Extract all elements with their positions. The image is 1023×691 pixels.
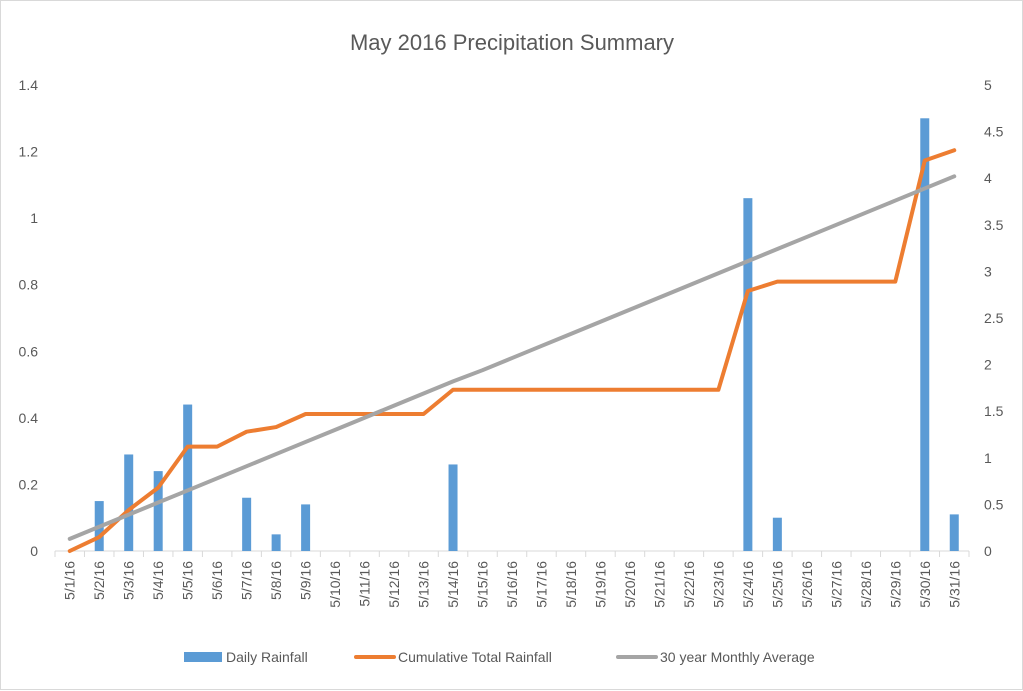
bar <box>271 534 281 551</box>
y-left-tick-label: 1.2 <box>19 144 39 160</box>
y-left-tick-label: 1.4 <box>19 77 39 93</box>
legend-label: Daily Rainfall <box>226 649 308 665</box>
bar <box>949 514 959 551</box>
y-right-tick-label: 2 <box>984 357 992 373</box>
line-series <box>67 148 957 553</box>
x-tick-label: 5/17/16 <box>533 561 549 608</box>
bar <box>183 404 193 551</box>
bar <box>301 504 311 551</box>
y-right-tick-label: 4.5 <box>984 124 1004 140</box>
bar <box>920 118 930 552</box>
x-tick-label: 5/21/16 <box>651 561 667 608</box>
legend: Daily Rainfall Cumulative Total Rainfall 3… <box>184 649 815 665</box>
axes: 5/1/16 5/2/16 5/3/16 5/4/16 5/5/16 5/6/16 5/7/… <box>19 77 1004 608</box>
y-left-tick-label: 0.4 <box>19 410 39 426</box>
y-right-tick-label: 0.5 <box>984 496 1004 512</box>
chart-title: May 2016 Precipitation Summary <box>350 30 674 55</box>
x-tick-label: 5/4/16 <box>150 561 166 600</box>
x-tick-label: 5/25/16 <box>769 561 785 608</box>
x-tick-label: 5/24/16 <box>740 561 756 608</box>
y-left-tick-label: 0 <box>30 543 38 559</box>
x-tick-label: 5/9/16 <box>298 561 314 600</box>
series-line <box>67 148 957 553</box>
y-right-tick-label: 1.5 <box>984 403 1004 419</box>
x-tick-label: 5/12/16 <box>386 561 402 608</box>
x-tick-label: 5/1/16 <box>62 561 78 600</box>
bar <box>743 198 753 551</box>
x-tick-label: 5/18/16 <box>563 561 579 608</box>
x-tick-label: 5/14/16 <box>445 561 461 608</box>
x-tick-label: 5/8/16 <box>268 561 284 600</box>
x-tick-label: 5/26/16 <box>799 561 815 608</box>
x-tick-label: 5/15/16 <box>475 561 491 608</box>
x-tick-label: 5/30/16 <box>917 561 933 608</box>
x-tick-label: 5/27/16 <box>828 561 844 608</box>
bar <box>242 497 252 551</box>
bar-series <box>94 118 959 552</box>
x-tick-label: 5/13/16 <box>416 561 432 608</box>
series-line <box>67 174 957 541</box>
y-left-tick-label: 0.8 <box>19 277 39 293</box>
y-right-tick-label: 5 <box>984 77 992 93</box>
x-tick-label: 5/7/16 <box>239 561 255 600</box>
bar <box>772 517 782 551</box>
x-tick-label: 5/6/16 <box>209 561 225 600</box>
legend-label: Cumulative Total Rainfall <box>398 649 552 665</box>
bar <box>124 454 134 551</box>
y-right-tick-label: 0 <box>984 543 992 559</box>
y-left-tick-label: 1 <box>30 210 38 226</box>
x-tick-label: 5/2/16 <box>91 561 107 600</box>
y-right-tick-label: 3.5 <box>984 217 1004 233</box>
y-right-tick-label: 4 <box>984 170 992 186</box>
legend-swatch <box>184 652 222 662</box>
y-right-tick-label: 1 <box>984 450 992 466</box>
x-tick-label: 5/10/16 <box>327 561 343 608</box>
x-tick-label: 5/3/16 <box>121 561 137 600</box>
x-tick-label: 5/31/16 <box>946 561 962 608</box>
x-tick-label: 5/5/16 <box>180 561 196 600</box>
y-left-tick-label: 0.2 <box>19 476 39 492</box>
x-tick-label: 5/22/16 <box>681 561 697 608</box>
y-right-tick-label: 3 <box>984 263 992 279</box>
x-tick-label: 5/23/16 <box>710 561 726 608</box>
y-left-tick-label: 0.6 <box>19 343 39 359</box>
y-right-tick-label: 2.5 <box>984 310 1004 326</box>
bar <box>448 464 458 551</box>
x-tick-label: 5/11/16 <box>357 561 373 607</box>
x-tick-label: 5/28/16 <box>858 561 874 608</box>
legend-label: 30 year Monthly Average <box>660 649 815 665</box>
bar <box>153 471 163 551</box>
x-tick-label: 5/20/16 <box>622 561 638 608</box>
x-tick-label: 5/29/16 <box>887 561 903 608</box>
x-tick-label: 5/19/16 <box>592 561 608 608</box>
x-tick-label: 5/16/16 <box>504 561 520 608</box>
